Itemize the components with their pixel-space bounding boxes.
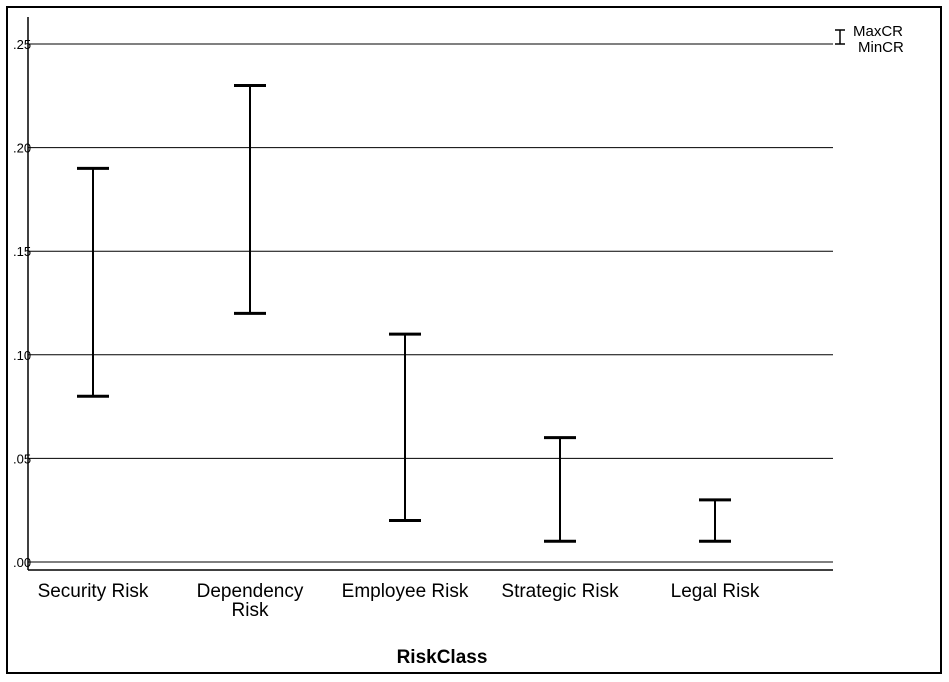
chart-frame: [6, 6, 942, 674]
x-category-label: Strategic Risk: [501, 581, 619, 602]
y-tick-label: .10: [13, 348, 31, 363]
x-category-label: Risk: [232, 600, 269, 621]
y-tick-label: .20: [13, 141, 31, 156]
y-tick-label: .15: [13, 244, 31, 259]
y-tick-label: .00: [13, 555, 31, 570]
x-category-label: Security Risk: [38, 581, 149, 602]
y-tick-label: .25: [13, 37, 31, 52]
x-category-label: Dependency: [197, 581, 304, 602]
x-category-label: Legal Risk: [671, 581, 760, 602]
y-tick-label: .05: [13, 451, 31, 466]
legend-max-label: MaxCR: [853, 23, 903, 40]
legend-min-label: MinCR: [858, 39, 904, 56]
x-axis-title: RiskClass: [397, 647, 488, 668]
x-category-label: Employee Risk: [342, 581, 469, 602]
